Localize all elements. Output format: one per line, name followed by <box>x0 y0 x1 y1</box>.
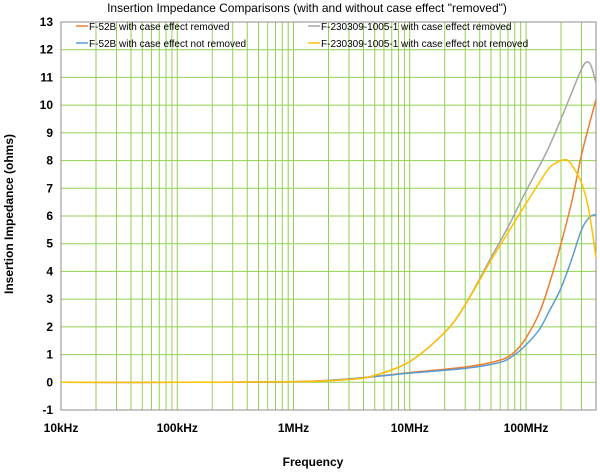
y-tick-label: 4 <box>46 264 53 278</box>
legend-label-1: F-52B with case effect removed <box>89 22 229 33</box>
legend-label-2: F-52B with case effect not removed <box>89 39 246 50</box>
y-tick-label: 12 <box>40 43 54 57</box>
y-axis-title: Insertion Impedance (ohms) <box>2 134 16 294</box>
legend-label-4: F-230309-1005-1 with case effect not rem… <box>321 39 528 50</box>
y-tick-label: 10 <box>40 98 54 112</box>
y-tick-label: 6 <box>46 209 53 223</box>
y-tick-label: 5 <box>46 237 53 251</box>
plot-grid <box>60 21 597 411</box>
y-tick-label: 3 <box>46 292 53 306</box>
y-tick-label: 2 <box>46 320 53 334</box>
y-tick-label: 0 <box>46 375 53 389</box>
x-tick-label: 100kHz <box>157 421 198 435</box>
y-tick-label: -1 <box>42 403 53 417</box>
x-tick-label: 10kHz <box>44 421 79 435</box>
x-axis-title: Frequency <box>283 455 344 469</box>
y-tick-label: 7 <box>46 181 53 195</box>
y-tick-label: 8 <box>46 154 53 168</box>
x-tick-label: 10MHz <box>391 421 429 435</box>
x-tick-labels: 10kHz 100kHz 1MHz 10MHz 100MHz <box>44 421 549 435</box>
y-tick-label: 11 <box>40 70 53 84</box>
chart-title: Insertion Impedance Comparisons (with an… <box>107 1 507 15</box>
y-tick-label: 13 <box>40 15 54 29</box>
plot-frame <box>60 21 597 411</box>
x-tick-label: 1MHz <box>278 421 309 435</box>
legend-label-3: F-230309-1005-1 with case effect removed <box>321 22 511 33</box>
y-tick-label: 9 <box>46 126 53 140</box>
legend: F-52B with case effect removed F-52B with… <box>76 22 528 50</box>
series-lines <box>60 61 597 384</box>
x-tick-label: 100MHz <box>504 421 549 435</box>
series-line-4 <box>60 158 597 384</box>
y-tick-label: 1 <box>46 348 53 362</box>
